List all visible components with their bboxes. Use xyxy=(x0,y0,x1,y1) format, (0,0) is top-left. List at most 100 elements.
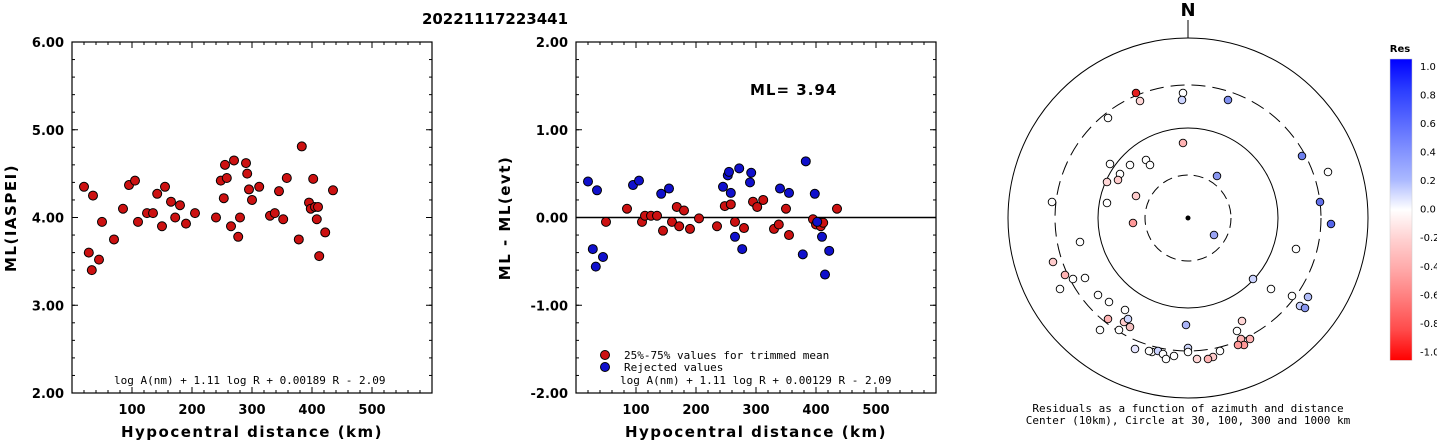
trimmed-mean-point xyxy=(730,216,740,227)
station-point xyxy=(229,155,239,166)
rejected-point xyxy=(734,163,745,174)
station-residual-marker xyxy=(1144,346,1154,356)
rejected-point xyxy=(730,231,740,242)
station-residual-marker xyxy=(1326,219,1336,229)
trimmed-mean-point xyxy=(712,221,722,232)
station-residual-marker xyxy=(1215,346,1225,356)
station-residual-marker xyxy=(1055,284,1065,294)
trimmed-mean-point xyxy=(725,199,736,210)
x-tick-label: 400 xyxy=(298,403,325,418)
station-point xyxy=(175,200,185,211)
middle-x-axis-label: Hypocentral distance (km) xyxy=(625,423,887,441)
trimmed-mean-point xyxy=(674,221,685,232)
y-tick-label: -1.00 xyxy=(531,299,568,314)
station-point xyxy=(218,193,229,204)
station-residual-marker xyxy=(1068,274,1078,284)
colorbar-gradient xyxy=(1389,58,1413,361)
y-tick-label: 6.00 xyxy=(32,36,64,51)
station-residual-marker xyxy=(1105,159,1115,169)
station-residual-marker xyxy=(1248,274,1258,284)
station-residual-marker xyxy=(1103,113,1113,123)
station-residual-marker xyxy=(1287,291,1297,301)
rejected-point xyxy=(820,269,830,280)
rejected-point xyxy=(656,188,667,199)
station-point xyxy=(83,247,94,258)
station-residual-marker xyxy=(1125,322,1135,332)
colorbar-tick-label: 0.8 xyxy=(1420,91,1436,102)
trimmed-mean-point xyxy=(739,223,749,234)
station-residual-marker xyxy=(1300,303,1310,313)
station-residual-marker xyxy=(1323,167,1333,177)
rejected-point xyxy=(718,181,728,192)
station-residual-marker xyxy=(1123,314,1133,324)
station-point xyxy=(148,208,158,219)
station-residual-marker xyxy=(1130,344,1140,354)
ml-value-label: ML= 3.94 xyxy=(750,81,837,99)
station-point xyxy=(247,194,257,205)
colorbar-tick-label: -0.2 xyxy=(1420,233,1437,244)
y-tick-label: 2.00 xyxy=(32,387,64,402)
station-residual-marker xyxy=(1212,171,1222,181)
station-point xyxy=(241,158,251,169)
middle-residual-plot: ML - ML(evt) Hypocentral distance (km) M… xyxy=(496,36,937,441)
middle-legend: 25%-75% values for trimmed mean Rejected… xyxy=(600,349,829,374)
station-residual-marker xyxy=(1178,138,1188,148)
rejected-point xyxy=(824,245,835,256)
x-tick-label: 300 xyxy=(742,403,769,418)
station-residual-marker xyxy=(1169,351,1179,361)
station-point xyxy=(278,214,289,225)
rejected-point xyxy=(583,176,593,187)
station-point xyxy=(88,190,98,201)
station-point xyxy=(311,214,322,225)
station-residual-marker xyxy=(1113,175,1123,185)
station-residual-marker xyxy=(1245,334,1255,344)
polar-caption-line1: Residuals as a function of azimuth and d… xyxy=(1032,402,1343,415)
station-point xyxy=(130,175,140,186)
station-residual-marker xyxy=(1114,325,1124,335)
station-point xyxy=(152,188,163,199)
station-point xyxy=(274,186,284,197)
rejected-point xyxy=(590,261,601,272)
left-x-axis-label: Hypocentral distance (km) xyxy=(121,423,383,441)
rejected-point xyxy=(664,183,674,194)
ring-30km xyxy=(1144,174,1232,262)
station-point xyxy=(233,231,244,242)
station-residual-marker xyxy=(1102,198,1112,208)
colorbar-tick-label: 0.6 xyxy=(1420,119,1436,130)
colorbar-tick-label: -0.8 xyxy=(1420,319,1437,330)
station-point xyxy=(118,203,128,214)
station-residual-marker xyxy=(1266,284,1276,294)
station-residual-marker xyxy=(1232,326,1242,336)
left-formula: log A(nm) + 1.11 log R + 0.00189 R - 2.0… xyxy=(114,374,386,387)
y-tick-label: 1.00 xyxy=(536,124,568,139)
left-plot-frame xyxy=(71,41,433,394)
middle-formula: log A(nm) + 1.11 log R + 0.00129 R - 2.0… xyxy=(620,374,892,387)
station-residual-marker xyxy=(1102,177,1112,187)
x-tick-label: 500 xyxy=(358,403,385,418)
station-point xyxy=(328,185,338,196)
legend-red-marker xyxy=(600,350,610,360)
station-point xyxy=(190,208,200,219)
figure-title: 20221117223441 xyxy=(422,10,568,28)
station-residual-marker xyxy=(1203,354,1213,364)
rejected-point xyxy=(745,177,755,188)
ring-300km xyxy=(1054,84,1322,352)
station-point xyxy=(226,221,236,232)
azimuth-residual-map: N Residuals as a function of azimuth and… xyxy=(1007,0,1369,427)
legend-blue-marker xyxy=(600,362,610,372)
y-tick-label: 0.00 xyxy=(536,212,568,227)
trimmed-mean-point xyxy=(652,210,662,221)
rejected-point xyxy=(775,183,785,194)
rejected-point xyxy=(737,244,748,255)
y-tick-label: 5.00 xyxy=(32,124,64,139)
station-point xyxy=(109,234,119,245)
station-point xyxy=(211,212,221,223)
y-tick-label: 4.00 xyxy=(32,212,64,227)
station-residual-marker xyxy=(1223,95,1233,105)
rejected-point xyxy=(587,244,598,255)
station-residual-marker xyxy=(1297,151,1307,161)
station-residual-marker xyxy=(1192,354,1202,364)
north-label: N xyxy=(1180,0,1195,21)
station-residual-marker xyxy=(1120,305,1130,315)
